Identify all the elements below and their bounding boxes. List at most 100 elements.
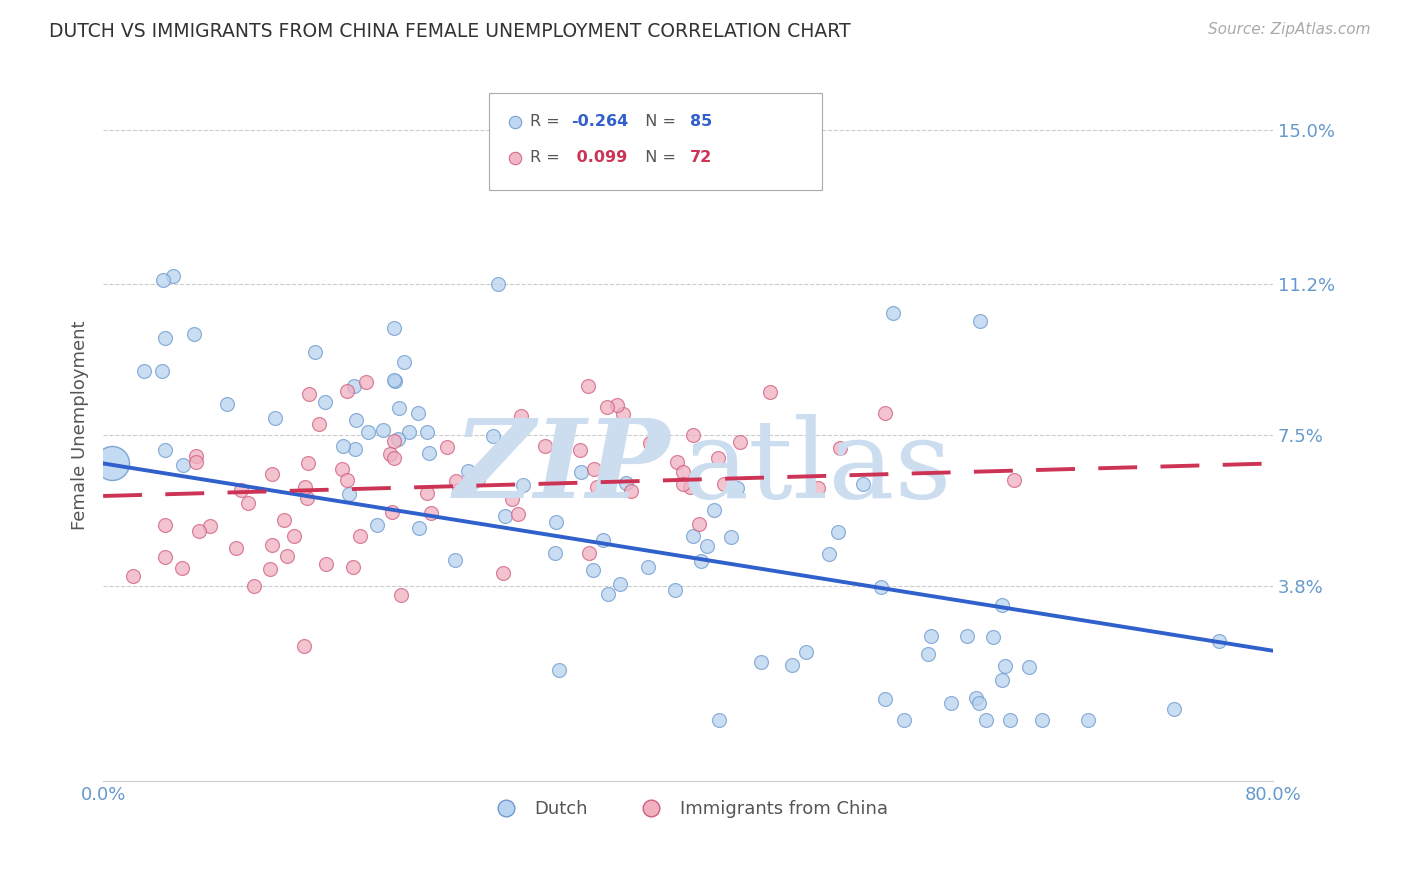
Point xyxy=(155,442,177,457)
Point xyxy=(132,364,155,378)
Point xyxy=(1077,713,1099,727)
Point xyxy=(259,562,281,576)
Point xyxy=(336,473,359,487)
Text: ZIP: ZIP xyxy=(454,414,671,521)
Point xyxy=(172,560,194,574)
Point xyxy=(297,491,319,506)
Point xyxy=(384,374,406,388)
Point xyxy=(155,331,177,345)
Point xyxy=(342,560,364,574)
Point xyxy=(672,477,695,491)
Point xyxy=(991,673,1014,688)
Point xyxy=(382,450,405,465)
Text: -0.264: -0.264 xyxy=(571,114,628,129)
Point xyxy=(1163,702,1185,716)
FancyBboxPatch shape xyxy=(489,94,823,190)
Point xyxy=(893,713,915,727)
Point xyxy=(215,397,238,411)
Point xyxy=(851,476,873,491)
Point xyxy=(315,558,337,572)
Point xyxy=(387,432,409,446)
Point xyxy=(969,314,991,328)
Point xyxy=(546,515,568,529)
Point xyxy=(869,580,891,594)
Point xyxy=(408,521,430,535)
Point xyxy=(172,458,194,472)
Point xyxy=(236,496,259,510)
Point xyxy=(298,387,321,401)
Point xyxy=(780,658,803,673)
Point xyxy=(344,412,367,426)
Text: 0.099: 0.099 xyxy=(571,150,627,165)
Point xyxy=(336,384,359,399)
Point xyxy=(1031,713,1053,727)
Point xyxy=(501,492,523,507)
Point xyxy=(875,692,897,706)
Point xyxy=(314,394,336,409)
Point xyxy=(620,484,643,499)
Point xyxy=(356,375,378,389)
Point xyxy=(713,477,735,491)
Point xyxy=(818,547,841,561)
Point xyxy=(974,713,997,727)
Point xyxy=(366,518,388,533)
Point xyxy=(153,550,176,565)
Text: Source: ZipAtlas.com: Source: ZipAtlas.com xyxy=(1208,22,1371,37)
Point xyxy=(551,438,574,452)
Text: 72: 72 xyxy=(690,150,713,165)
Point xyxy=(186,455,208,469)
Point xyxy=(1002,473,1025,487)
Point xyxy=(690,554,713,568)
Point xyxy=(150,364,173,378)
Point xyxy=(873,406,896,420)
Point xyxy=(981,630,1004,644)
Point xyxy=(633,171,655,186)
Point xyxy=(330,461,353,475)
Point xyxy=(751,655,773,669)
Point xyxy=(728,435,751,450)
Point xyxy=(576,379,599,393)
Point xyxy=(384,373,406,387)
Point xyxy=(418,446,440,460)
Point xyxy=(357,425,380,440)
Point xyxy=(406,406,429,420)
Point xyxy=(482,429,505,443)
Point xyxy=(578,546,600,560)
Y-axis label: Female Unemployment: Female Unemployment xyxy=(72,320,89,530)
Point xyxy=(830,441,852,455)
Point xyxy=(509,409,531,424)
Point xyxy=(486,277,509,292)
Point xyxy=(467,472,489,486)
Point xyxy=(415,425,437,439)
Point xyxy=(273,513,295,527)
Point xyxy=(609,577,631,591)
Point xyxy=(332,439,354,453)
Point xyxy=(416,486,439,500)
Point xyxy=(446,474,468,488)
Point xyxy=(664,582,686,597)
Point xyxy=(184,450,207,464)
Point xyxy=(477,458,499,472)
Point xyxy=(941,696,963,710)
Point xyxy=(666,455,689,469)
Point xyxy=(688,516,710,531)
Point xyxy=(262,537,284,551)
Point xyxy=(339,487,361,501)
Legend: Dutch, Immigrants from China: Dutch, Immigrants from China xyxy=(481,793,896,825)
Point xyxy=(807,481,830,495)
Point xyxy=(308,417,330,432)
Point xyxy=(388,401,411,415)
Point xyxy=(508,507,530,521)
Point xyxy=(378,447,401,461)
Point xyxy=(492,566,515,581)
Point xyxy=(391,588,413,602)
Point xyxy=(882,306,904,320)
Point xyxy=(152,273,174,287)
Point xyxy=(276,549,298,563)
Point xyxy=(263,411,285,425)
Point xyxy=(444,553,467,567)
Point xyxy=(162,268,184,283)
Point xyxy=(827,524,849,539)
Point xyxy=(101,457,124,471)
Point xyxy=(381,504,404,518)
